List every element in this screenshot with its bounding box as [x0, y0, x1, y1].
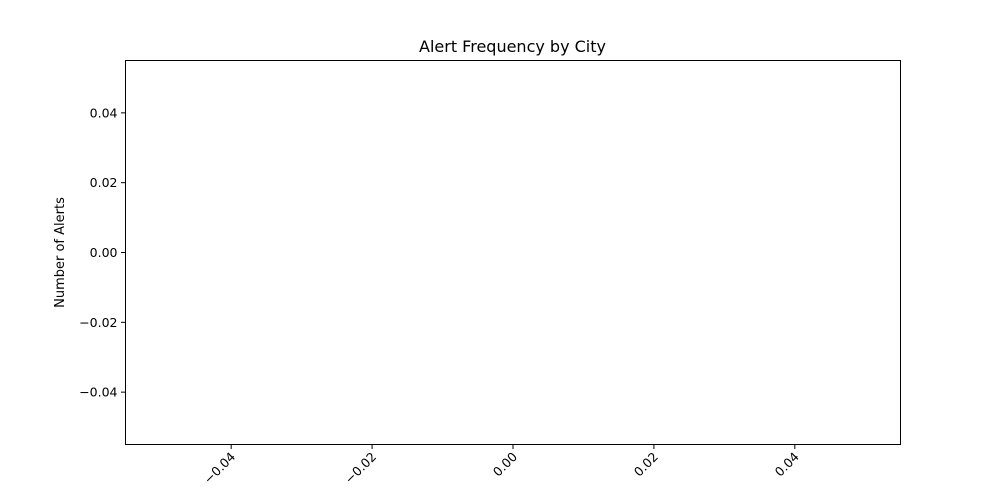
chart-title: Alert Frequency by City [419, 37, 606, 56]
x-tick-label: −0.02 [342, 449, 380, 487]
y-tick-label: 0.02 [90, 175, 118, 190]
x-axis: −0.04 −0.02 0.00 0.02 0.04 [201, 444, 802, 487]
x-tick-label: −0.04 [201, 449, 239, 487]
y-tick-label: −0.02 [79, 315, 117, 330]
y-axis-label: Number of Alerts [53, 197, 68, 308]
y-tick-label: −0.04 [79, 385, 117, 400]
x-tick-label: 0.04 [772, 449, 802, 479]
plot-area [125, 60, 901, 445]
y-tick-label: 0.04 [90, 105, 118, 120]
y-axis: 0.04 0.02 0.00 −0.02 −0.04 [79, 105, 126, 400]
x-tick-label: 0.00 [490, 449, 520, 479]
x-tick-label: 0.02 [631, 449, 661, 479]
y-tick-label: 0.00 [90, 245, 118, 260]
